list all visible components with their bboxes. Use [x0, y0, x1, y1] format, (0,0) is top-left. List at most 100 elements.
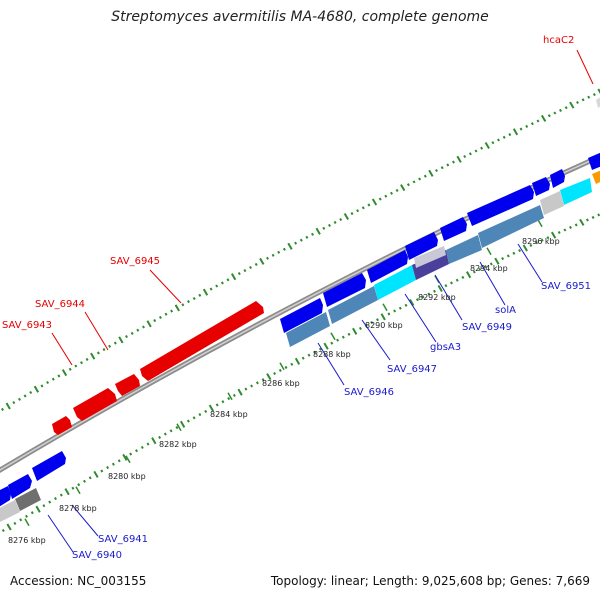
gene-label-sav6941[interactable]: SAV_6941	[98, 534, 148, 545]
lower-ring-dot	[494, 257, 500, 265]
lower-dotted-ring	[1, 213, 600, 533]
upper-ring-dot	[333, 220, 337, 224]
gene-sav6947-arrow[interactable]	[323, 273, 366, 307]
gene-sav6945-arrow[interactable]	[140, 301, 264, 381]
lower-ring-dot	[25, 514, 28, 518]
lower-ring-dot	[122, 453, 128, 461]
lower-ring-dot	[461, 275, 465, 279]
gene-blue-ll-3[interactable]	[0, 486, 11, 510]
gene-label-gbsa3[interactable]: gbsA3	[430, 342, 461, 353]
gene-sav6946-arrow[interactable]	[280, 298, 323, 333]
gene-label-sav6951[interactable]: SAV_6951	[541, 281, 591, 292]
lower-ring-dot	[59, 493, 63, 497]
gene-grey-ll[interactable]	[0, 500, 20, 525]
kbp-tick-mark	[486, 247, 492, 256]
gene-grey-2[interactable]	[540, 191, 564, 215]
tick-label-8286: 8286 kbp	[262, 379, 300, 388]
gene-sav6949-arrow[interactable]	[405, 232, 438, 260]
gene-blue-ll-2[interactable]	[8, 474, 32, 499]
leader-sav6947	[361, 319, 391, 361]
gene-label-sav6944[interactable]: SAV_6944	[35, 299, 85, 310]
upper-ring-dot	[226, 278, 230, 282]
kbp-ticks	[24, 219, 543, 527]
upper-ring-dot	[90, 352, 96, 360]
gene-grey-1[interactable]	[414, 246, 446, 268]
upper-ring-dot	[271, 253, 275, 257]
lower-ring-dot	[221, 400, 225, 404]
upper-ring-dot	[294, 241, 298, 245]
upper-ring-dot	[102, 348, 106, 352]
lower-ring-dot	[512, 251, 516, 255]
gene-label-sav6947[interactable]: SAV_6947	[387, 364, 437, 375]
gene-label-sav6945[interactable]: SAV_6945	[110, 256, 160, 267]
gene-sola-arrow[interactable]	[440, 217, 467, 241]
lower-ring-dot	[64, 488, 70, 496]
gene-label-sav6940[interactable]: SAV_6940	[72, 550, 122, 561]
upper-ring-dot	[446, 163, 450, 167]
gene-steelblue-2[interactable]	[328, 286, 378, 324]
upper-ring-dot	[12, 401, 16, 405]
gene-steelblue-1[interactable]	[286, 312, 330, 347]
lower-ring-dot	[255, 381, 259, 385]
gene-sav6951-arrow[interactable]	[467, 185, 534, 226]
gene-label-sola[interactable]: solA	[495, 305, 516, 316]
upper-ring-dot	[339, 217, 343, 222]
upper-ring-dot	[40, 384, 44, 388]
upper-ring-dot	[1, 407, 4, 411]
upper-ring-dot	[553, 111, 557, 115]
lower-ring-dot	[30, 511, 34, 515]
upper-ring-dot	[51, 377, 55, 381]
upper-ring-dot	[187, 300, 190, 304]
gene-hcac2-arrow[interactable]	[596, 96, 600, 108]
gene-blue-ll-1[interactable]	[32, 451, 66, 481]
lower-ring-dot	[591, 215, 595, 219]
gene-steelblue-4[interactable]	[478, 205, 544, 248]
kbp-tick-mark	[227, 392, 233, 401]
lower-ring-dot	[237, 388, 243, 396]
lower-ring-dot	[409, 298, 415, 307]
gene-cyan-1[interactable]	[374, 265, 416, 300]
upper-ring-dot	[412, 180, 416, 184]
gene-blue-right-edge[interactable]	[588, 152, 600, 170]
gene-label-sav6949[interactable]: SAV_6949	[462, 322, 512, 333]
upper-ring-dot	[29, 390, 33, 395]
gene-sav6944-arrow[interactable]	[73, 388, 117, 421]
lower-ring-dot	[307, 353, 311, 357]
lower-ring-dot	[204, 409, 208, 413]
lower-ring-dot	[244, 387, 248, 391]
lower-ring-dot	[336, 338, 340, 342]
lower-ring-dot	[472, 270, 476, 274]
gene-orange-right-edge[interactable]	[592, 170, 600, 184]
gene-label-hcac2[interactable]: hcaC2	[543, 35, 574, 46]
tick-label-8290: 8290 kbp	[365, 321, 403, 330]
lower-ring-dot	[579, 218, 585, 226]
map-title: Streptomyces avermitilis MA-4680, comple…	[111, 9, 489, 25]
gene-blue-small-b[interactable]	[550, 169, 565, 188]
upper-ring-dot	[484, 141, 490, 150]
gene-darkgrey-ll[interactable]	[15, 488, 41, 511]
upper-ring-dot	[519, 127, 523, 131]
gene-cyan-2[interactable]	[560, 178, 592, 205]
upper-ring-dot	[350, 212, 354, 216]
gene-label-sav6943[interactable]: SAV_6943	[2, 320, 52, 331]
gene-sav6943-arrow[interactable]	[52, 416, 72, 435]
gene-steelblue-3[interactable]	[446, 235, 482, 264]
lower-ring-dot	[71, 486, 75, 490]
gene-blue-small-a[interactable]	[532, 177, 550, 196]
lower-ring-dot	[550, 231, 557, 239]
upper-ring-dot	[343, 212, 350, 221]
upper-ring-dot	[311, 232, 314, 236]
lower-ring-dot	[313, 350, 317, 354]
gene-sav6944b-arrow[interactable]	[115, 374, 140, 396]
upper-ring-dot	[564, 106, 568, 110]
leader-sav6941	[71, 504, 99, 537]
upper-ring-dot	[315, 227, 321, 235]
gene-gbsa3-arrow[interactable]	[367, 250, 408, 283]
upper-ring-dot	[5, 402, 11, 410]
upper-ring-dot	[146, 320, 152, 328]
gene-label-sav6946[interactable]: SAV_6946	[344, 387, 394, 398]
upper-ring-dot	[237, 272, 241, 276]
lower-ring-dot	[535, 241, 539, 245]
